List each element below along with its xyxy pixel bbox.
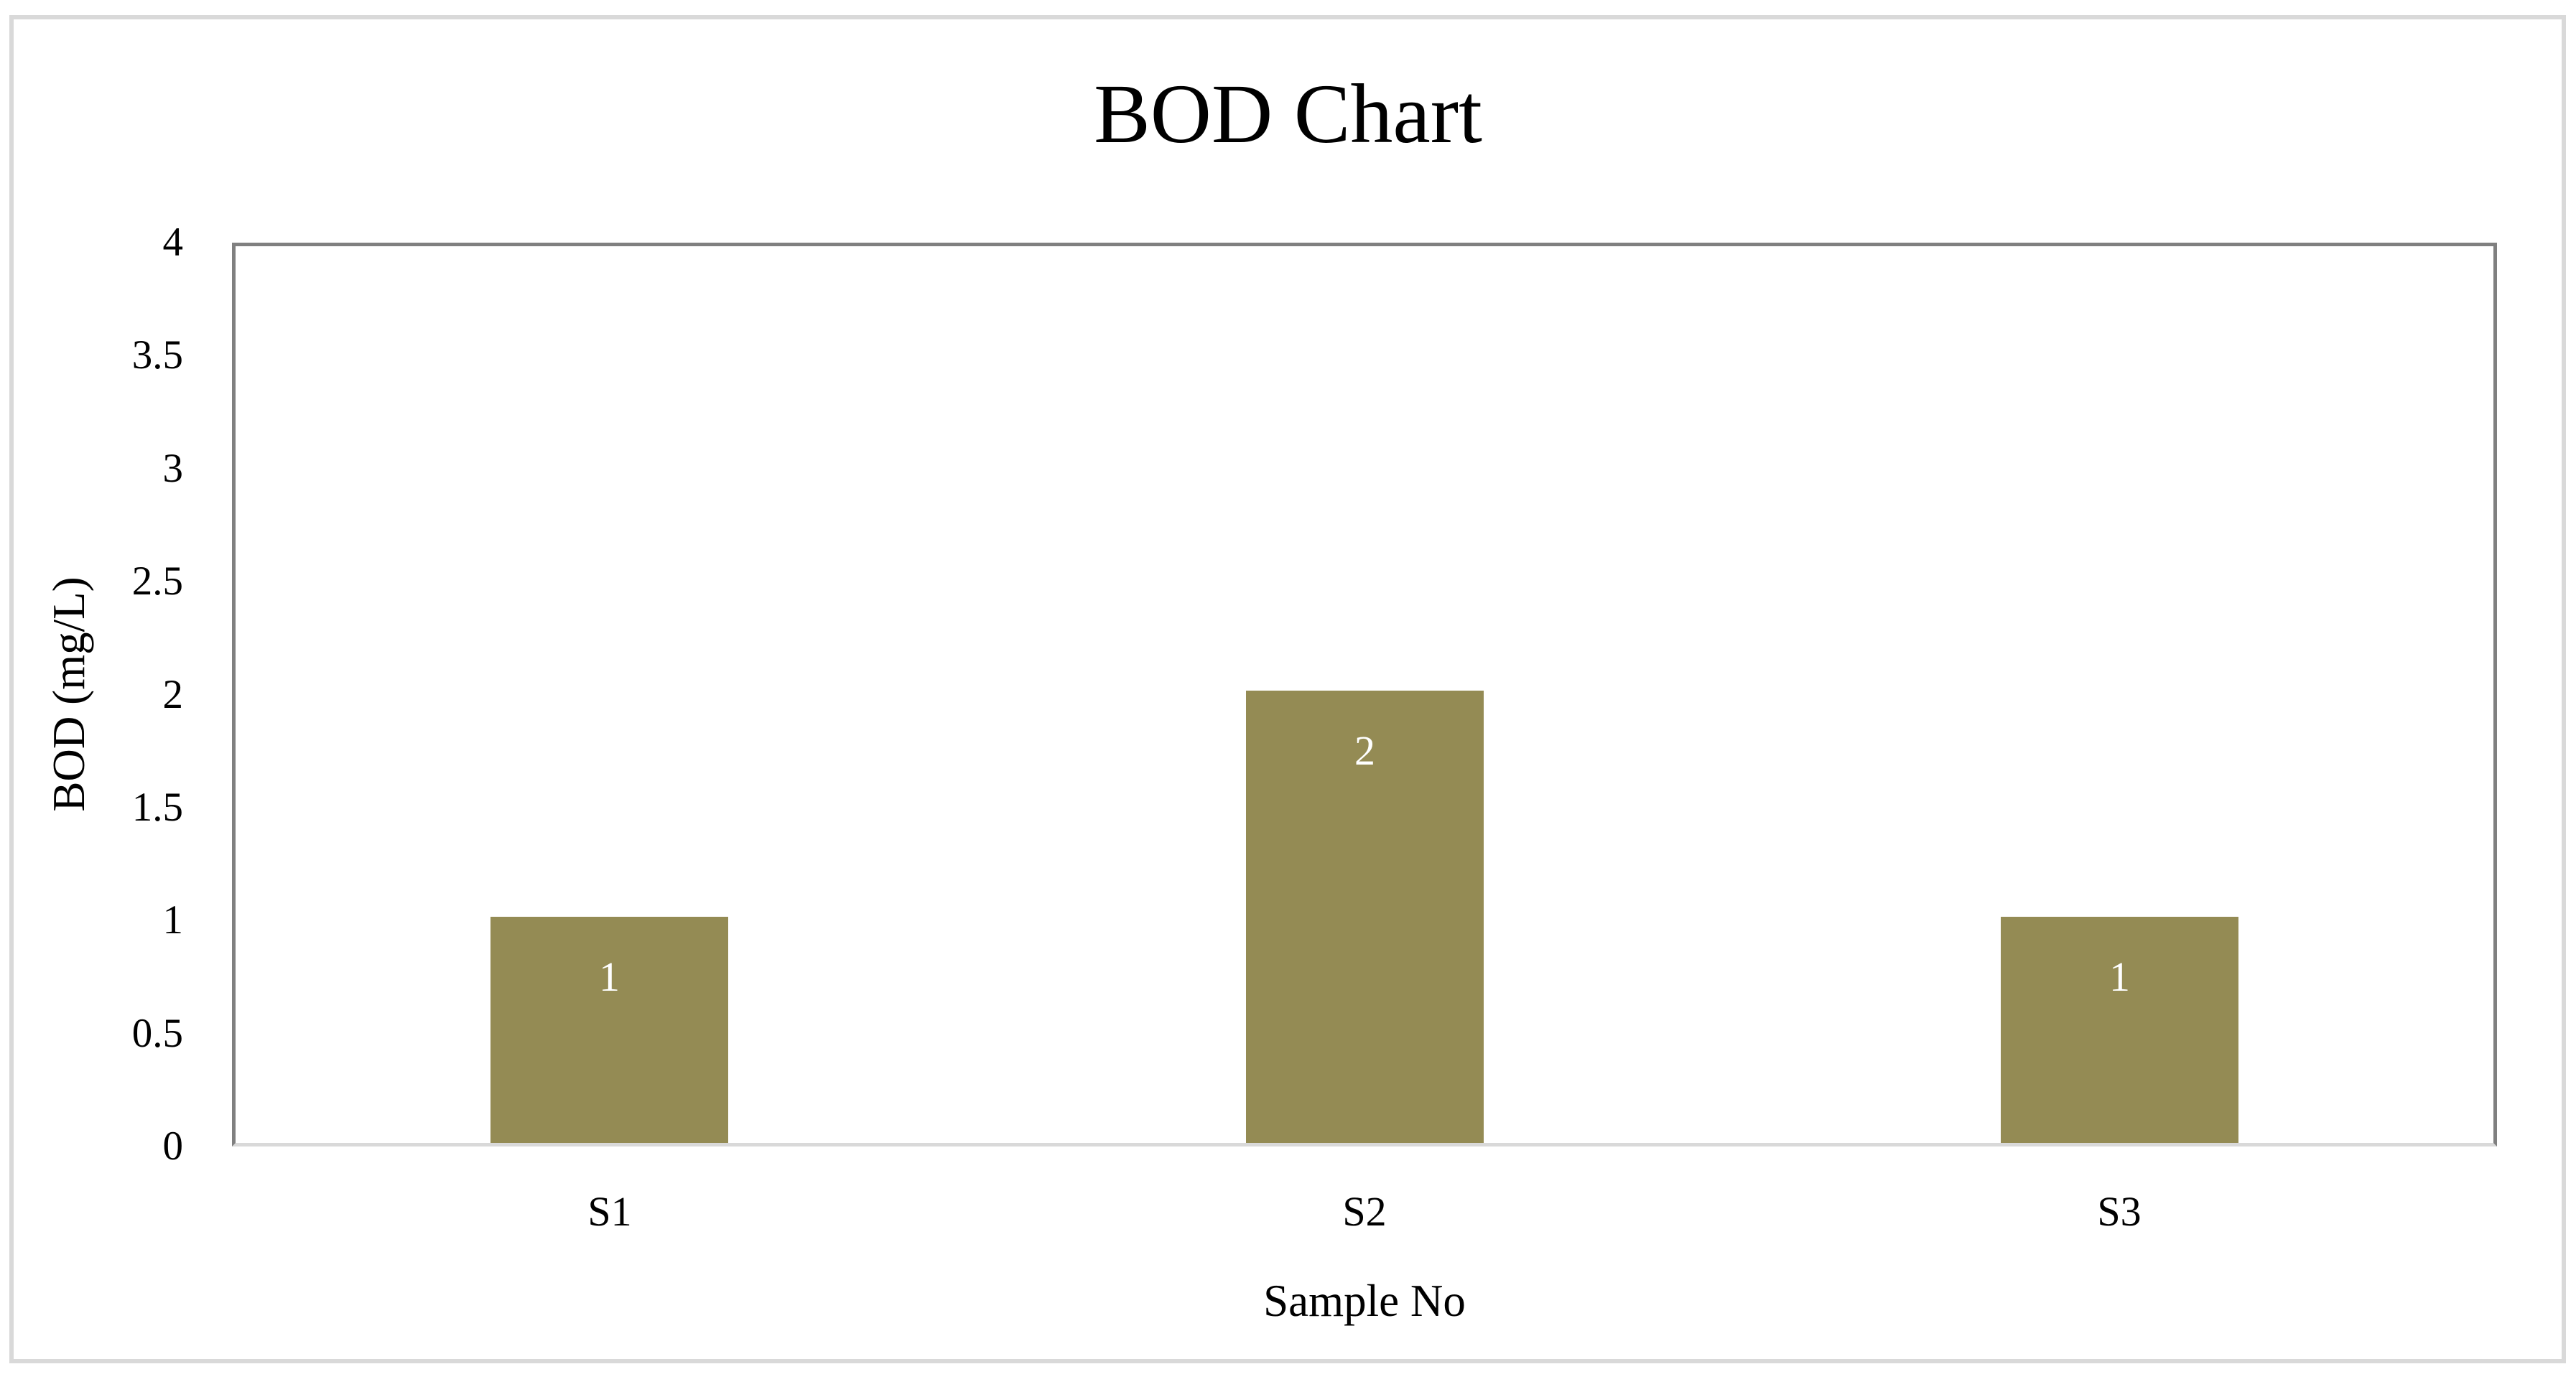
- bar-S3: 1: [2001, 917, 2238, 1143]
- y-tick-label: 2: [162, 672, 184, 717]
- bar-data-label: 2: [1354, 727, 1375, 774]
- y-tick-label: 3: [162, 446, 184, 491]
- bar-S2: 2: [1246, 691, 1484, 1143]
- y-tick-label: 2.5: [131, 559, 183, 604]
- y-tick-label: 0.5: [131, 1011, 183, 1056]
- x-axis-title: Sample No: [1263, 1276, 1466, 1326]
- bar-S1: 1: [490, 917, 728, 1143]
- bar-data-label: 1: [2109, 953, 2130, 1000]
- y-tick-label: 1.5: [131, 785, 183, 830]
- y-tick-label: 0: [162, 1124, 184, 1169]
- y-tick-label: 1: [162, 897, 184, 943]
- bar-data-label: 1: [599, 953, 620, 1000]
- plot-area: 1 2 1: [232, 243, 2497, 1147]
- y-tick-label: 3.5: [131, 332, 183, 378]
- x-category-label-S3: S3: [2097, 1188, 2142, 1235]
- x-category-label-S1: S1: [587, 1188, 632, 1235]
- x-category-label-S2: S2: [1342, 1188, 1387, 1235]
- chart-title: BOD Chart: [1094, 67, 1482, 161]
- y-tick-label: 4: [162, 220, 184, 265]
